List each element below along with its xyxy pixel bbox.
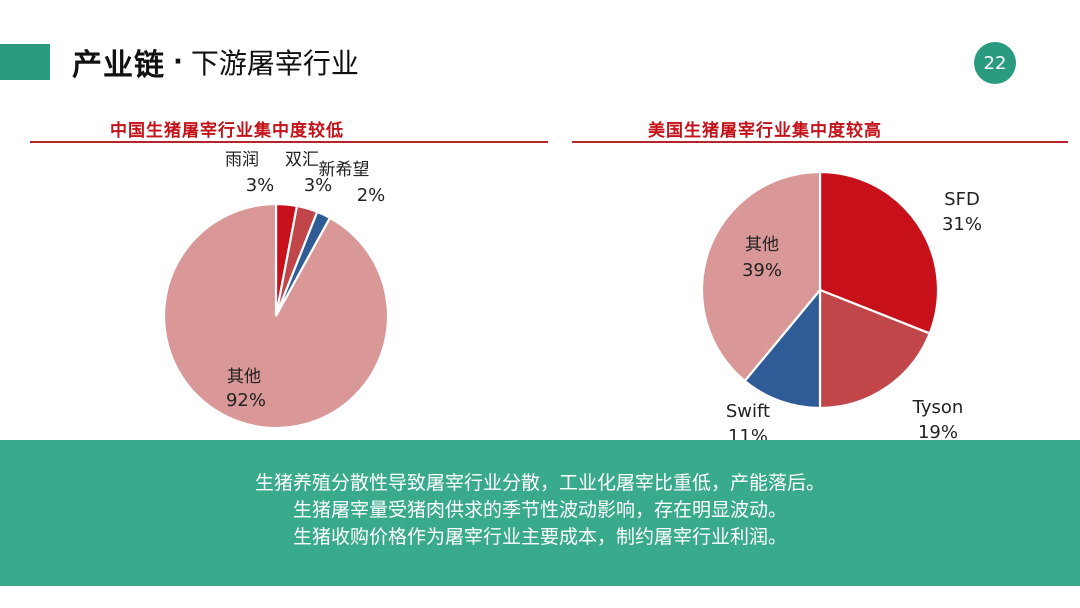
- summary-line-1: 生猪养殖分散性导致屠宰行业分散，工业化屠宰比重低，产能落后。: [254, 472, 825, 494]
- us-pie-slice-3: [743, 286, 822, 410]
- us-label-name-3: Swift: [726, 401, 770, 422]
- china-label-value-3: 2%: [357, 185, 386, 206]
- china-label-value-4: 92%: [226, 390, 266, 411]
- us-pie-slice-1: [818, 170, 940, 335]
- china-label-name-1: 雨润: [225, 150, 259, 170]
- us-pie-slice-4: [700, 170, 822, 383]
- china-label-value-2: 3%: [304, 175, 333, 196]
- us-chart-title: 美国生猪屠宰行业集中度较高: [648, 121, 882, 141]
- header-accent-bar: [0, 44, 50, 80]
- china-pie-slice-4: [162, 202, 390, 430]
- china-label-value-1: 3%: [246, 175, 275, 196]
- china-chart-title-rule: [30, 141, 548, 143]
- page-title-main: 产业链: [72, 48, 165, 83]
- page-title: 产业链 · 下游屠宰行业: [72, 40, 359, 84]
- summary-banner: [0, 440, 1080, 586]
- summary-line-3: 生猪收购价格作为屠宰行业主要成本，制约屠宰行业利润。: [292, 526, 787, 548]
- us-chart-title-rule: [572, 141, 1068, 143]
- china-label-name-4: 其他: [227, 367, 261, 387]
- us-label-value-1: 31%: [942, 214, 982, 235]
- page-title-sub: 下游屠宰行业: [190, 47, 359, 80]
- china-label-name-3: 新希望: [319, 160, 370, 180]
- us-label-value-2: 19%: [918, 422, 958, 443]
- china-label-name-2: 双汇: [285, 150, 319, 170]
- us-label-name-4: 其他: [745, 235, 779, 255]
- us-pie-slice-2: [818, 288, 932, 410]
- us-label-name-1: SFD: [944, 189, 980, 210]
- summary-line-2: 生猪屠宰量受猪肉供求的季节性波动影响，存在明显波动。: [292, 499, 787, 521]
- us-label-name-2: Tyson: [912, 397, 964, 418]
- page-title-separator: ·: [173, 47, 183, 77]
- page-number-badge: 22: [974, 42, 1016, 84]
- us-label-value-4: 39%: [742, 260, 782, 281]
- china-chart-title: 中国生猪屠宰行业集中度较低: [110, 121, 344, 141]
- summary-text: 生猪养殖分散性导致屠宰行业分散，工业化屠宰比重低，产能落后。 生猪屠宰量受猪肉供…: [0, 470, 1080, 551]
